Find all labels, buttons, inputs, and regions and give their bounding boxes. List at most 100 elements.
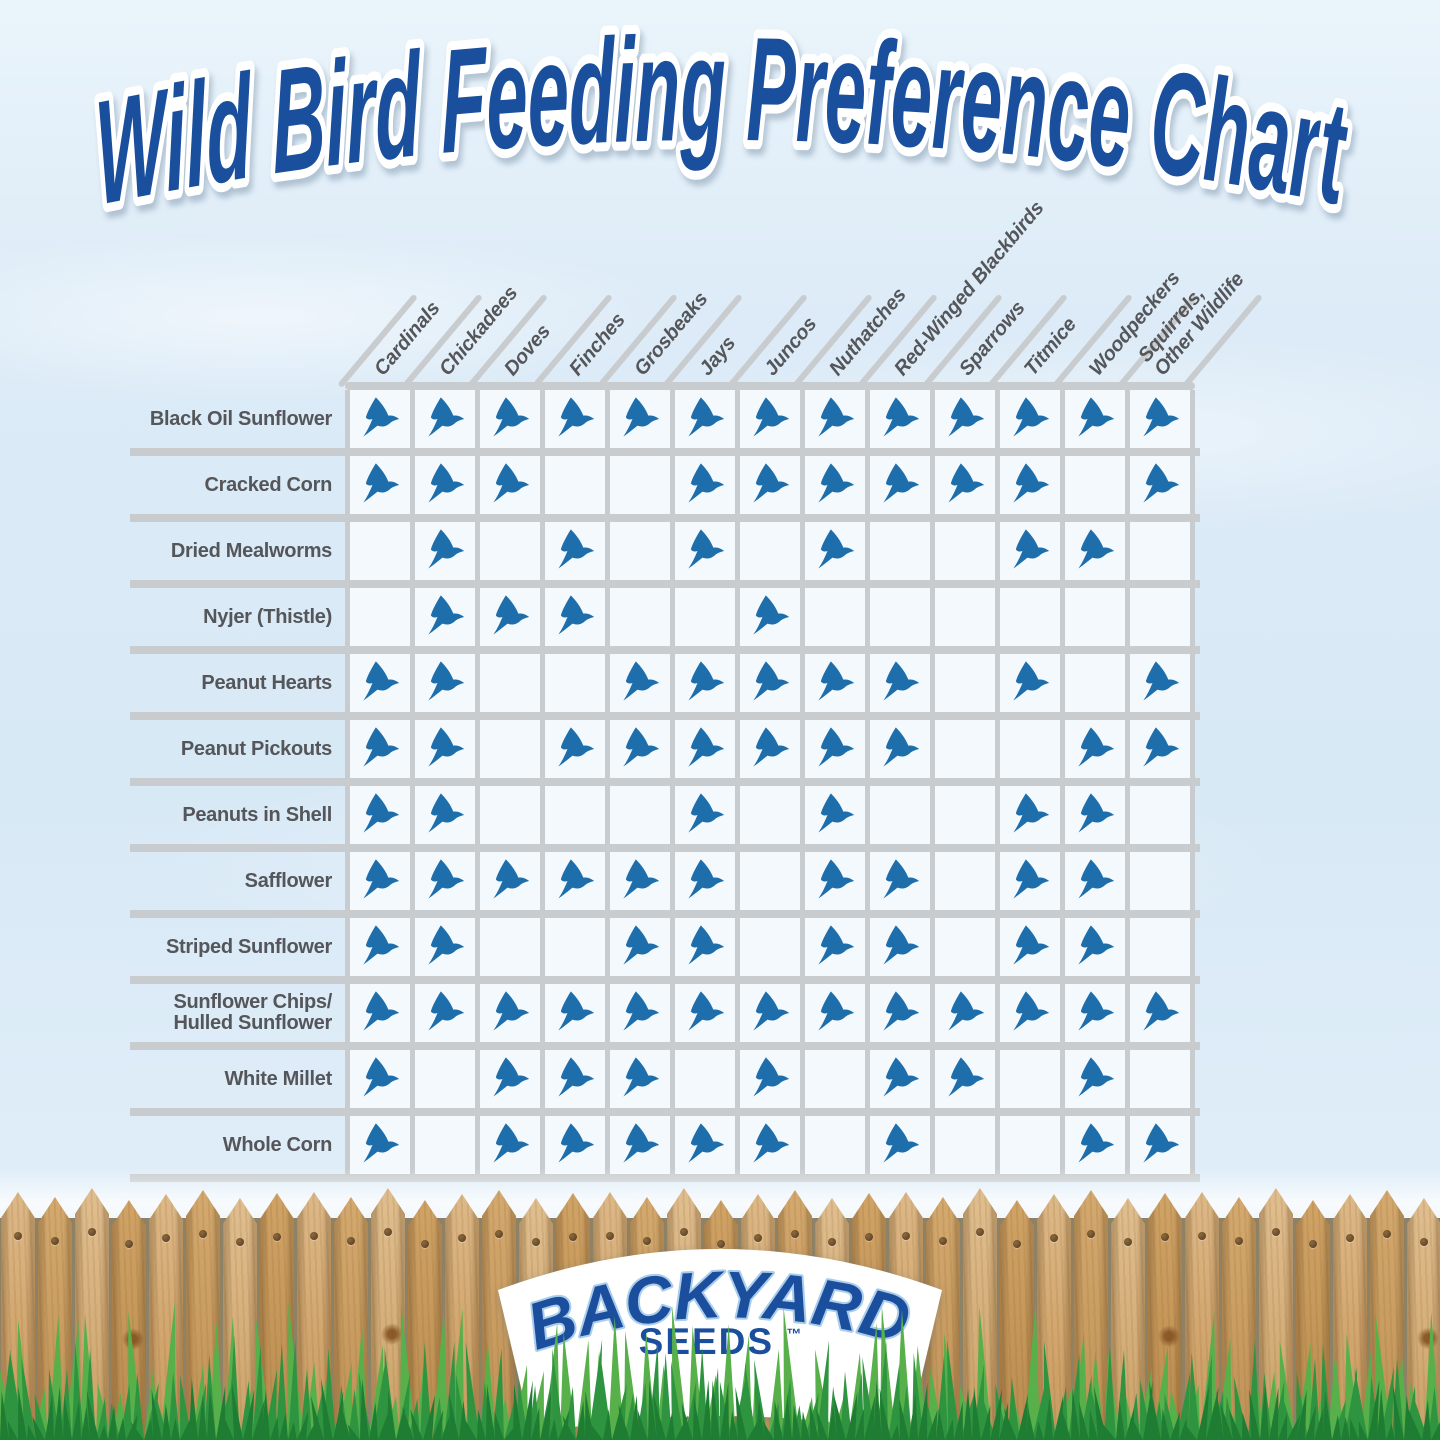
- matrix-cell: [1060, 786, 1125, 844]
- matrix-cell: [410, 852, 475, 910]
- bird-icon: [1140, 661, 1180, 705]
- matrix-cell: [995, 1050, 1060, 1108]
- table-row: Peanut Pickouts: [130, 720, 1200, 786]
- matrix-cell: [1060, 654, 1125, 712]
- matrix-cell: [995, 456, 1060, 514]
- matrix-cell: [995, 654, 1060, 712]
- matrix-cell: [475, 390, 540, 448]
- matrix-cell: [410, 1116, 475, 1174]
- matrix-cell: [1125, 1116, 1190, 1174]
- matrix-cell: [475, 654, 540, 712]
- row-label: Peanut Pickouts: [180, 737, 332, 760]
- bird-icon: [815, 397, 855, 441]
- bird-icon: [360, 463, 400, 507]
- matrix-cell: [605, 984, 670, 1042]
- row-label: Cracked Corn: [204, 473, 332, 496]
- matrix-cell: [540, 720, 605, 778]
- matrix-cell: [995, 984, 1060, 1042]
- matrix-cell: [475, 588, 540, 646]
- table-row: Cracked Corn: [130, 456, 1200, 522]
- matrix-cell: [800, 588, 865, 646]
- matrix-cell: [865, 654, 930, 712]
- matrix-cell: [410, 1050, 475, 1108]
- bird-icon: [425, 793, 465, 837]
- bird-icon: [425, 925, 465, 969]
- bird-icon: [685, 463, 725, 507]
- row-label: Peanut Hearts: [201, 671, 332, 694]
- bird-icon: [1010, 463, 1050, 507]
- matrix-cell: [1125, 852, 1190, 910]
- matrix-cell: [995, 588, 1060, 646]
- matrix-cell: [605, 588, 670, 646]
- matrix-cell: [1060, 390, 1125, 448]
- bird-icon: [1140, 991, 1180, 1035]
- matrix-cell: [735, 1050, 800, 1108]
- bird-icon: [490, 1123, 530, 1167]
- matrix-cell: [670, 918, 735, 976]
- row-label: Dried Mealworms: [170, 539, 332, 562]
- matrix-cell: [345, 852, 410, 910]
- matrix-cell: [735, 1116, 800, 1174]
- bird-icon: [360, 727, 400, 771]
- matrix-cell: [345, 984, 410, 1042]
- bird-icon: [360, 859, 400, 903]
- bird-icon: [425, 991, 465, 1035]
- matrix-cell: [410, 588, 475, 646]
- matrix-cell: [540, 984, 605, 1042]
- table-row: Peanuts in Shell: [130, 786, 1200, 852]
- bird-icon: [490, 859, 530, 903]
- matrix-cell: [670, 852, 735, 910]
- matrix-cell: [1125, 984, 1190, 1042]
- bird-icon: [555, 727, 595, 771]
- bird-icon: [880, 925, 920, 969]
- matrix-cell: [475, 720, 540, 778]
- bird-icon: [360, 793, 400, 837]
- bird-icon: [555, 529, 595, 573]
- bird-icon: [1075, 925, 1115, 969]
- matrix-cell: [995, 918, 1060, 976]
- bird-icon: [815, 463, 855, 507]
- matrix-cell: [930, 1116, 995, 1174]
- matrix-cell: [865, 786, 930, 844]
- bird-icon: [880, 397, 920, 441]
- matrix-cell: [475, 984, 540, 1042]
- bird-icon: [620, 859, 660, 903]
- bird-icon: [685, 859, 725, 903]
- matrix-cell: [605, 918, 670, 976]
- matrix-cell: [1060, 1116, 1125, 1174]
- matrix-cell: [735, 918, 800, 976]
- bird-icon: [750, 1123, 790, 1167]
- fence-picket: [1111, 1198, 1145, 1440]
- row-label: Whole Corn: [222, 1133, 333, 1156]
- matrix-cell: [1125, 456, 1190, 514]
- matrix-cell: [865, 918, 930, 976]
- matrix-cell: [1125, 1050, 1190, 1108]
- matrix-cell: [475, 522, 540, 580]
- matrix-cell: [475, 1116, 540, 1174]
- matrix-cell: [735, 588, 800, 646]
- matrix-cell: [670, 588, 735, 646]
- row-label: Peanuts in Shell: [182, 803, 332, 826]
- trademark-symbol: ™: [786, 1326, 801, 1343]
- preference-grid: Black Oil Sunflower Cracked Corn Dried Mea…: [130, 390, 1200, 1182]
- matrix-cell: [930, 456, 995, 514]
- page-title-text: Wild Bird Feeding Preference Chart: [85, 0, 1357, 243]
- bird-icon: [360, 1123, 400, 1167]
- matrix-cell: [800, 456, 865, 514]
- table-row: White Millet: [130, 1050, 1200, 1116]
- bird-icon: [425, 727, 465, 771]
- matrix-cell: [670, 390, 735, 448]
- matrix-cell: [475, 456, 540, 514]
- bird-icon: [815, 991, 855, 1035]
- matrix-cell: [345, 720, 410, 778]
- bird-icon: [360, 661, 400, 705]
- bird-icon: [750, 595, 790, 639]
- bird-icon: [490, 397, 530, 441]
- bird-icon: [1010, 397, 1050, 441]
- bird-icon: [815, 925, 855, 969]
- matrix-cell: [345, 654, 410, 712]
- bird-icon: [750, 1057, 790, 1101]
- matrix-cell: [540, 456, 605, 514]
- matrix-cell: [345, 1116, 410, 1174]
- bird-icon: [945, 397, 985, 441]
